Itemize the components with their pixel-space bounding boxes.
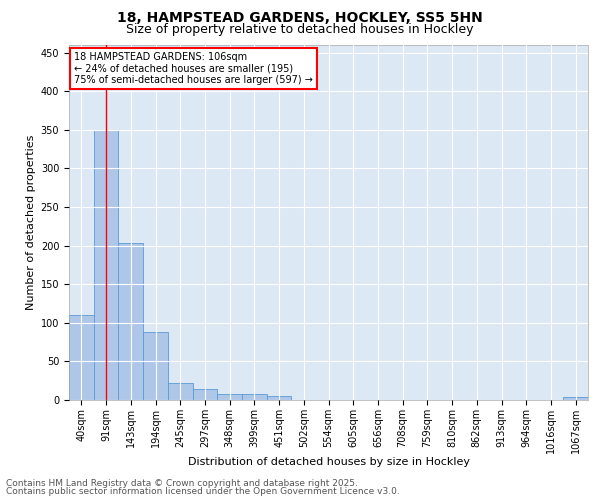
Bar [563, 397, 588, 400]
Bar [118, 244, 143, 400]
X-axis label: Distribution of detached houses by size in Hockley: Distribution of detached houses by size … [187, 457, 470, 467]
Bar [94, 130, 118, 400]
Bar [217, 394, 242, 400]
Y-axis label: Number of detached properties: Number of detached properties [26, 135, 37, 310]
Text: 18 HAMPSTEAD GARDENS: 106sqm
← 24% of detached houses are smaller (195)
75% of s: 18 HAMPSTEAD GARDENS: 106sqm ← 24% of de… [74, 52, 313, 86]
Bar [168, 383, 193, 400]
Bar [242, 394, 267, 400]
Text: Contains HM Land Registry data © Crown copyright and database right 2025.: Contains HM Land Registry data © Crown c… [6, 478, 358, 488]
Bar [193, 389, 217, 400]
Text: Contains public sector information licensed under the Open Government Licence v3: Contains public sector information licen… [6, 487, 400, 496]
Text: 18, HAMPSTEAD GARDENS, HOCKLEY, SS5 5HN: 18, HAMPSTEAD GARDENS, HOCKLEY, SS5 5HN [117, 11, 483, 25]
Bar [69, 315, 94, 400]
Text: Size of property relative to detached houses in Hockley: Size of property relative to detached ho… [126, 22, 474, 36]
Bar [267, 396, 292, 400]
Bar [143, 332, 168, 400]
